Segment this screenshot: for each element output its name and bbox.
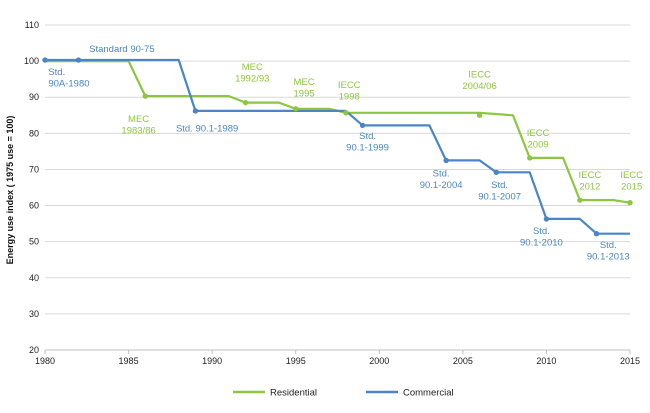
x-tick-label-2015: 2015 (620, 356, 640, 366)
annotation-label-15: IECC 2015 (620, 170, 643, 193)
annotation-line: MEC (294, 77, 315, 88)
marker-residential-2006 (476, 112, 483, 118)
annotation-line: IECC (527, 128, 550, 139)
y-tick-label-30: 30 (29, 309, 39, 319)
annotation-label-4: MEC 1992/93 (235, 62, 269, 85)
annotation-label-11: IECC 2009 (527, 128, 550, 151)
marker-commercial-1982 (75, 57, 82, 63)
annotation-line: IECC (468, 69, 491, 80)
marker-residential-1992 (242, 99, 249, 106)
marker-residential-2015 (627, 199, 633, 206)
annotation-label-8: IECC 2004/06 (462, 69, 496, 92)
annotation-line: MEC (128, 114, 149, 125)
annotation-line: 2009 (528, 139, 549, 150)
annotation-line: 2015 (621, 182, 642, 193)
annotation-line: Std. (48, 67, 65, 78)
annotation-label-1: Standard 90-75 (89, 44, 155, 55)
annotation-line: 90.1-2004 (420, 180, 463, 191)
annotation-line: Standard 90-75 (89, 44, 155, 55)
marker-residential-2012 (577, 197, 583, 203)
annotation-line: 1992/93 (235, 74, 269, 85)
annotation-label-13: IECC 2012 (579, 170, 602, 193)
y-tick-label-20: 20 (29, 345, 39, 355)
annotation-line: IECC (620, 170, 643, 181)
annotation-line: Std. (491, 180, 508, 191)
annotation-line: Std. (433, 169, 450, 180)
annotation-label-3: Std. 90.1-1989 (176, 124, 238, 135)
annotation-line: IECC (338, 80, 361, 91)
annotation-label-0: Std. 90A-1980 (48, 67, 89, 90)
annotation-line: Std. (533, 226, 550, 237)
annotation-label-5: MEC 1995 (294, 77, 315, 100)
legend-label-residential: Residential (270, 388, 317, 399)
annotation-line: MEC (242, 62, 263, 73)
annotation-line: IECC (579, 170, 602, 181)
annotation-label-7: Std. 90.1-1999 (346, 131, 389, 154)
x-tick-label-1995: 1995 (286, 356, 306, 366)
annotation-label-6: IECC 1998 (338, 80, 361, 103)
x-tick-label-2010: 2010 (536, 356, 556, 366)
annotation-label-9: Std. 90.1-2004 (420, 169, 463, 192)
annotation-line: 1995 (294, 88, 315, 99)
annotation-line: 90.1-1999 (346, 142, 389, 153)
marker-commercial-2004 (443, 157, 449, 164)
y-tick-label-80: 80 (29, 128, 39, 138)
series-markers (42, 57, 633, 237)
y-tick-label-40: 40 (29, 273, 39, 283)
annotation-line: 90.1-2013 (587, 252, 630, 263)
annotation-line: Std. (359, 131, 376, 142)
marker-residential-1998 (343, 110, 349, 116)
annotation-label-14: Std. 90.1-2013 (587, 240, 630, 263)
annotation-line: 2012 (579, 182, 600, 193)
y-tick-label-110: 110 (25, 20, 39, 30)
y-tick-label-100: 100 (24, 56, 39, 66)
annotation-line: 90.1-2010 (520, 238, 563, 249)
y-tick-label-50: 50 (29, 237, 39, 247)
annotation-label-10: Std. 90.1-2007 (478, 180, 521, 203)
marker-commercial-2010 (543, 216, 550, 222)
x-tick-label-1985: 1985 (119, 356, 139, 366)
annotation-line: 90A-1980 (48, 78, 89, 89)
gridlines (45, 24, 630, 315)
annotation-label-2: MEC 1983/86 (121, 114, 155, 136)
annotation-line: Std. 90.1-1989 (176, 124, 238, 135)
axes: 20 30 40 50 60 70 80 90 100 110 1980 1985 1990 1995 20… (24, 20, 640, 366)
x-tick-label-2005: 2005 (453, 356, 473, 366)
marker-commercial-2013 (593, 231, 600, 237)
annotation-line: 90.1-2007 (478, 192, 521, 203)
legend-label-commercial: Commercial (403, 388, 454, 399)
y-tick-label-70: 70 (29, 164, 39, 174)
y-tick-label-60: 60 (29, 201, 39, 211)
y-tick-label-90: 90 (29, 92, 39, 102)
marker-commercial-2007 (493, 169, 499, 176)
marker-commercial-1999 (359, 122, 366, 129)
annotation-line: Std. (600, 240, 617, 251)
legend: Residential Commercial (233, 388, 454, 399)
annotation-label-12: Std. 90.1-2010 (520, 226, 563, 249)
marker-commercial-1980 (42, 57, 48, 63)
annotation-line: 1998 (339, 92, 360, 103)
y-axis-title: Energy use index ( 1975 use = 100) (5, 116, 15, 265)
marker-residential-2009 (527, 155, 533, 161)
marker-residential-1986 (142, 93, 148, 99)
x-tick-label-1980: 1980 (35, 356, 55, 366)
marker-commercial-1989 (192, 108, 199, 114)
annotation-line: 1983/86 (121, 125, 155, 136)
annotation-line: 2004/06 (462, 81, 496, 92)
x-tick-label-1990: 1990 (202, 356, 222, 366)
marker-residential-1995 (293, 106, 299, 112)
x-tick-label-2000: 2000 (369, 356, 389, 366)
